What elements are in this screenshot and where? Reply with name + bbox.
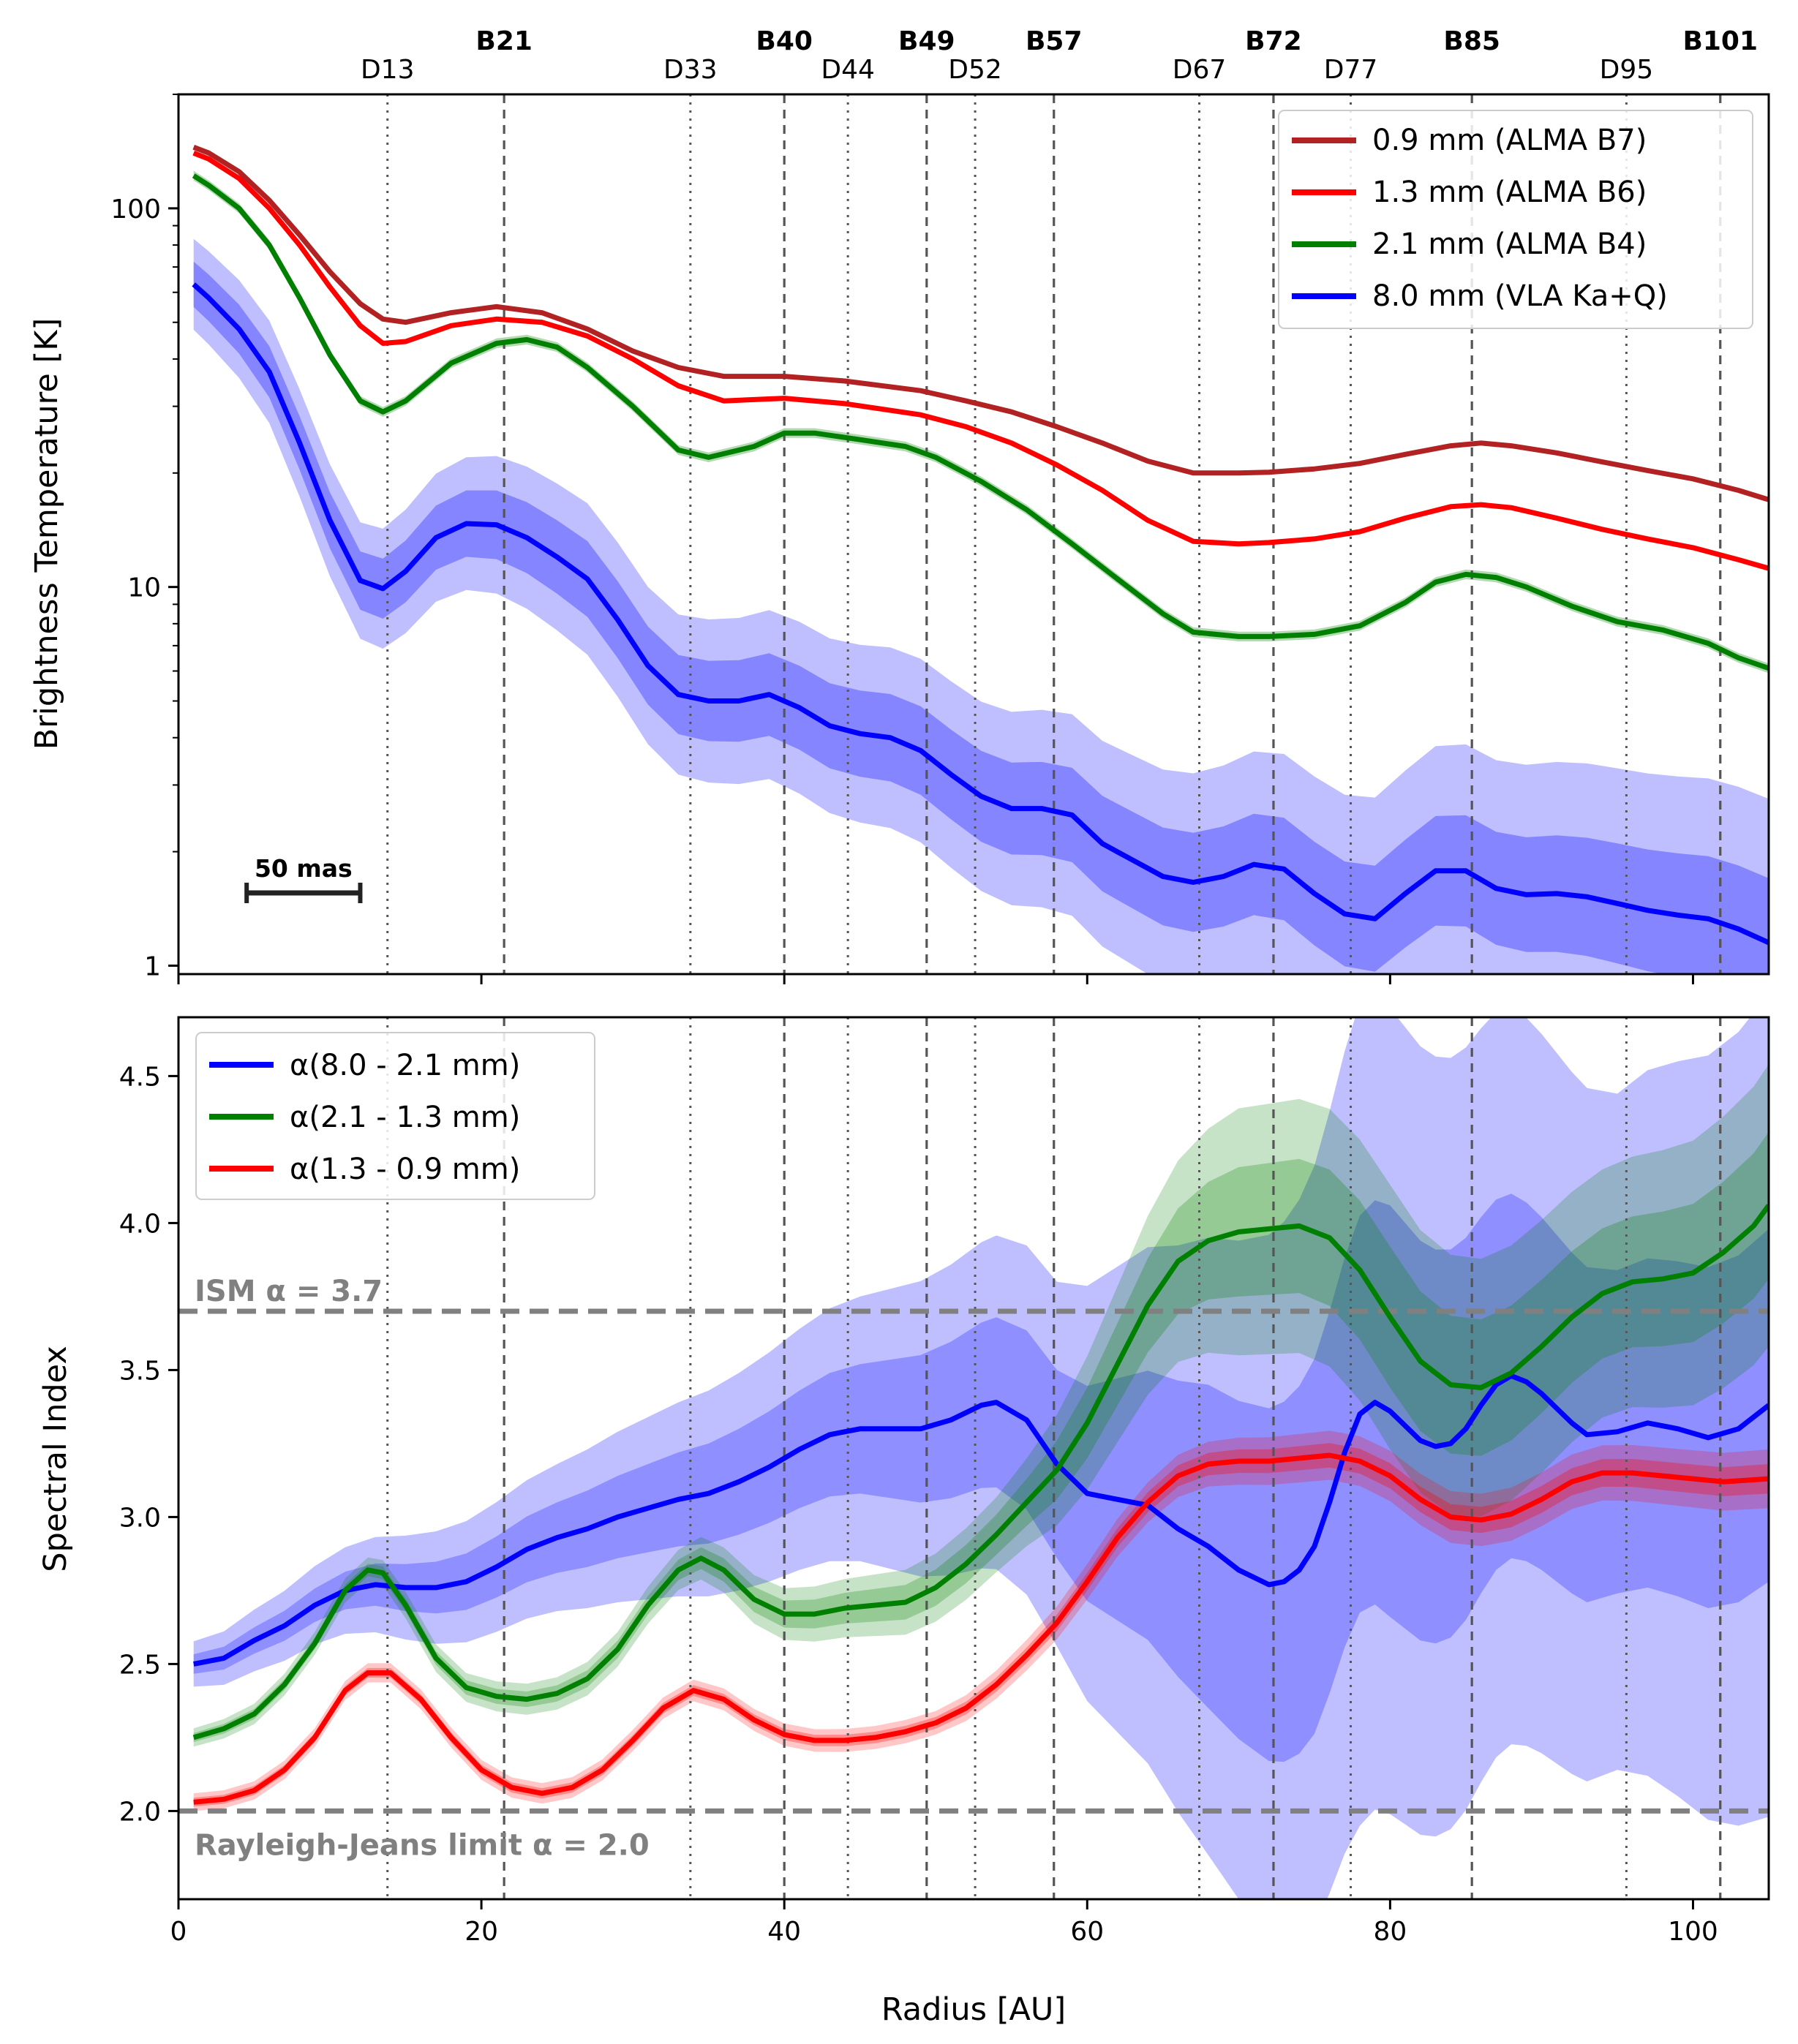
series-line-1-3-0-9-mm — [193, 1452, 1769, 1805]
series-line-8-0-2-1-mm — [193, 1373, 1769, 1667]
bottom-y-ticks: 2.0 2.5 3.0 3.5 4.0 4.5 — [119, 1062, 178, 1827]
band-1sigma-8-0-2-1-mm — [193, 1193, 1769, 1762]
b4-band — [193, 170, 1769, 674]
feature-label-b72: B72 — [1245, 26, 1302, 56]
band-2sigma-2-1-1-3-mm — [193, 1064, 1769, 1747]
top-legend-box — [1278, 110, 1753, 329]
legend-label-vla: 8.0 mm (VLA Ka+Q) — [1372, 279, 1668, 313]
bottom-y-tick-label: 4.0 — [119, 1209, 161, 1239]
series-line-0-9-mm-alma-b7 — [192, 145, 1769, 502]
bottom-x-axis-title: Radius [AU] — [881, 1991, 1066, 2028]
bottom-reference-lines — [178, 1308, 1769, 1814]
rayleigh-jeans-annotation: Rayleigh-Jeans limit α = 2.0 — [195, 1828, 650, 1862]
top-y-tick-label: 10 — [127, 573, 161, 603]
feature-label-b85: B85 — [1443, 26, 1500, 56]
bottom-x-tick-label: 0 — [170, 1917, 187, 1947]
bottom-x-tick-label: 60 — [1070, 1917, 1104, 1947]
series-line-2-1-mm-alma-b4 — [192, 173, 1769, 671]
band-1sigma-2-1-1-3-mm — [193, 1131, 1769, 1743]
legend-label-alpha-1-0: α(1.3 - 0.9 mm) — [290, 1153, 520, 1186]
spectral-index-panel: 2.0 2.5 3.0 3.5 4.0 4.5 0 20 40 60 80 100 Radius [… — [37, 1016, 1770, 2028]
top-y-tick-label: 1 — [144, 951, 161, 981]
feature-label-d52: D52 — [948, 55, 1002, 85]
feature-label-b101: B101 — [1682, 26, 1758, 56]
bottom-feature-lines — [386, 1017, 1722, 1899]
feature-label-d13: D13 — [361, 55, 415, 85]
feature-label-d67: D67 — [1173, 55, 1227, 85]
bottom-axes-frame — [177, 1016, 1770, 1901]
bottom-x-tick-label: 100 — [1668, 1917, 1718, 1947]
band-1sigma-1-3-0-9-mm — [193, 1443, 1769, 1807]
bottom-uncertainty-bands — [193, 1017, 1769, 1899]
feature-label-b49: B49 — [898, 26, 955, 56]
series-line-2-1-1-3-mm — [192, 1204, 1769, 1741]
feature-label-b40: B40 — [756, 26, 813, 56]
bottom-y-tick-label: 3.0 — [119, 1503, 161, 1533]
legend-label-alpha-2-1: α(2.1 - 1.3 mm) — [290, 1101, 520, 1134]
top-y-ticks: 1 10 100 — [110, 94, 178, 981]
top-legend: 0.9 mm (ALMA B7) 1.3 mm (ALMA B6) 2.1 mm… — [1278, 110, 1753, 329]
feature-label-d95: D95 — [1600, 55, 1654, 85]
top-series-lines — [192, 145, 1769, 946]
ism-annotation: ISM α = 3.7 — [195, 1275, 383, 1308]
top-axes-frame — [177, 93, 1770, 976]
bottom-y-tick-label: 2.0 — [119, 1797, 161, 1827]
band-2sigma-1-3-0-9-mm — [193, 1430, 1769, 1811]
bottom-x-tick-label: 40 — [767, 1917, 801, 1947]
scale-bar-label: 50 mas — [255, 854, 353, 883]
scale-bar: 50 mas — [244, 854, 363, 903]
legend-label-b7: 0.9 mm (ALMA B7) — [1372, 124, 1647, 157]
series-line-1-3-mm-alma-b6 — [192, 150, 1769, 571]
band-2sigma-8-0-2-1-mm — [193, 1017, 1769, 1899]
bottom-y-tick-label: 2.5 — [119, 1650, 161, 1680]
bottom-y-tick-label: 4.5 — [119, 1062, 161, 1092]
bottom-y-tick-label: 3.5 — [119, 1356, 161, 1386]
feature-label-d33: D33 — [663, 55, 718, 85]
legend-label-b6: 1.3 mm (ALMA B6) — [1372, 176, 1647, 209]
bottom-x-tick-label: 20 — [464, 1917, 498, 1947]
legend-label-b4: 2.1 mm (ALMA B4) — [1372, 227, 1647, 261]
bottom-x-ticks: 0 20 40 60 80 100 — [170, 1899, 1718, 1947]
legend-label-alpha-8-2: α(8.0 - 2.1 mm) — [290, 1049, 520, 1082]
top-y-tick-label: 100 — [110, 195, 161, 225]
feature-label-d44: D44 — [821, 55, 875, 85]
bottom-legend-box — [195, 1032, 595, 1200]
bottom-y-axis-title: Spectral Index — [37, 1346, 74, 1572]
bottom-x-tick-label: 80 — [1373, 1917, 1407, 1947]
feature-label-b57: B57 — [1026, 26, 1083, 56]
top-y-axis-title: Brightness Temperature [K] — [29, 318, 65, 750]
top-x-ticks — [177, 974, 1694, 984]
bottom-legend: α(8.0 - 2.1 mm) α(2.1 - 1.3 mm) α(1.3 - … — [195, 1032, 595, 1200]
feature-label-d77: D77 — [1324, 55, 1378, 85]
feature-label-b21: B21 — [475, 26, 533, 56]
bottom-series-lines — [192, 1204, 1769, 1805]
series-line-8-0-mm-vla-ka-q — [192, 282, 1769, 946]
